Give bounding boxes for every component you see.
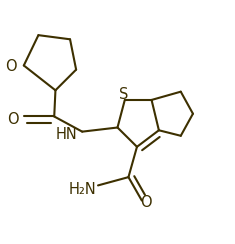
Text: HN: HN [55,127,77,142]
Text: O: O [5,59,17,74]
Text: O: O [140,195,152,210]
Text: O: O [8,112,19,127]
Text: S: S [119,88,128,102]
Text: H₂N: H₂N [68,182,96,197]
